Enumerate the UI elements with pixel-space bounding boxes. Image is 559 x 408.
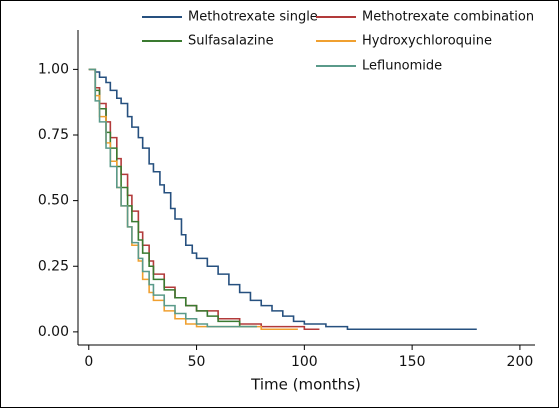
legend-label: Sulfasalazine bbox=[188, 34, 274, 49]
y-tick-label: 0.50 bbox=[38, 193, 69, 209]
y-tick-label: 0.25 bbox=[38, 258, 69, 274]
x-tick-label: 100 bbox=[291, 354, 318, 370]
x-tick-label: 0 bbox=[84, 354, 93, 370]
x-tick-label: 50 bbox=[188, 354, 206, 370]
survival-curve bbox=[88, 68, 320, 331]
x-tick-label: 150 bbox=[399, 354, 426, 370]
legend-label: Leflunomide bbox=[362, 59, 442, 74]
legend-label: Methotrexate single bbox=[188, 10, 318, 25]
survival-curve bbox=[88, 68, 257, 328]
survival-curve bbox=[88, 68, 257, 328]
legend-label: Hydroxychloroquine bbox=[362, 34, 492, 49]
x-tick-label: 200 bbox=[507, 354, 534, 370]
y-tick-label: 0.00 bbox=[38, 324, 69, 340]
survival-curve bbox=[88, 68, 477, 331]
x-axis-label: Time (months) bbox=[250, 376, 361, 394]
y-tick-label: 0.75 bbox=[38, 127, 69, 143]
survival-curve bbox=[88, 68, 298, 331]
y-tick-label: 1.00 bbox=[38, 61, 69, 77]
legend-label: Methotrexate combination bbox=[362, 10, 534, 25]
